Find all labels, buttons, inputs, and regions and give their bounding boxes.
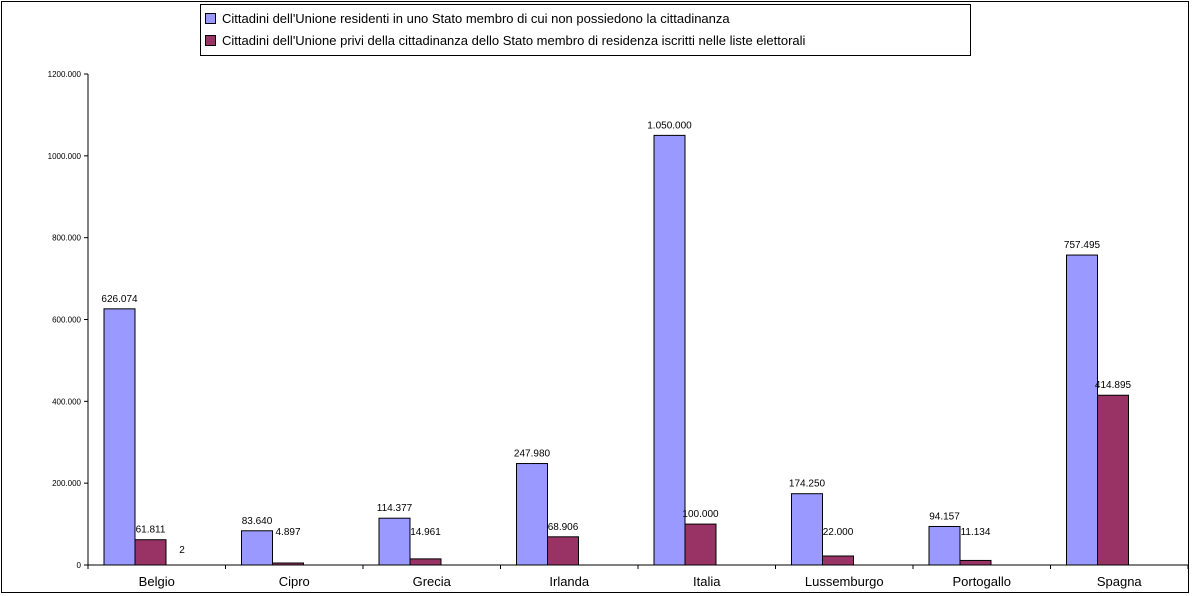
data-label-series-2: 22.000 <box>823 527 854 538</box>
x-category-label: Belgio <box>139 574 175 589</box>
data-label-series-1: 94.157 <box>929 511 960 522</box>
bar-series-1 <box>378 517 411 566</box>
bar-series-2 <box>822 555 854 566</box>
data-label-series-2: 68.906 <box>548 522 579 533</box>
x-category-label: Spagna <box>1097 574 1143 589</box>
legend-swatch-series-2 <box>205 34 216 46</box>
y-tick-label: 200.000 <box>52 479 81 488</box>
legend-item-series-1: Cittadini dell'Unione residenti in uno S… <box>205 7 970 29</box>
bar-series-1 <box>103 308 136 566</box>
bar-series-1 <box>928 525 961 566</box>
bar-series-1 <box>516 463 548 566</box>
data-label-series-1: 1.050.000 <box>647 120 692 131</box>
legend-item-series-2: Cittadini dell'Unione privi della cittad… <box>205 29 970 51</box>
data-label-series-2: 100.000 <box>682 509 719 520</box>
bar-series-2 <box>684 523 717 566</box>
data-label-series-1: 114.377 <box>377 503 413 514</box>
y-tick-label: 0 <box>77 561 82 570</box>
y-tick-label: 1000.000 <box>48 152 82 161</box>
bar-series-2 <box>409 558 442 566</box>
y-tick-label: 1200.000 <box>48 70 82 79</box>
bar-series-2 <box>959 559 992 566</box>
x-category-label: Grecia <box>413 574 452 589</box>
data-label-series-1: 83.640 <box>242 516 273 527</box>
y-tick-label: 800.000 <box>52 234 81 243</box>
x-category-label: Irlanda <box>549 574 590 589</box>
data-label-series-2: 61.811 <box>136 525 166 536</box>
x-category-label: Italia <box>693 574 721 589</box>
x-category-label: Cipro <box>279 574 310 589</box>
data-label-series-1: 757.495 <box>1064 240 1101 251</box>
legend-swatch-series-1 <box>205 12 216 24</box>
bar-series-1 <box>241 530 273 566</box>
data-label-series-1: 247.980 <box>514 449 551 460</box>
bar-series-1 <box>653 134 686 566</box>
y-tick-label: 400.000 <box>52 397 81 406</box>
legend-label-series-1: Cittadini dell'Unione residenti in uno S… <box>222 10 730 26</box>
data-label-series-2: 11.134 <box>961 527 991 538</box>
data-label-series-2: 14.961 <box>410 527 441 538</box>
data-label-series-1: 174.250 <box>789 479 826 490</box>
legend: Cittadini dell'Unione residenti in uno S… <box>200 4 971 56</box>
data-label-series-1: 626.074 <box>101 294 138 305</box>
bar-series-1 <box>791 493 823 566</box>
data-label-series-2: 4.897 <box>275 527 300 538</box>
bar-series-2 <box>1097 394 1129 566</box>
data-label-series-2: 414.895 <box>1095 380 1132 391</box>
bar-series-1 <box>1066 254 1098 566</box>
x-category-label: Lussemburgo <box>805 574 884 589</box>
legend-label-series-2: Cittadini dell'Unione privi della cittad… <box>222 32 806 48</box>
x-category-label: Portogallo <box>952 574 1011 589</box>
bar-series-2 <box>547 536 579 566</box>
y-tick-label: 600.000 <box>52 316 81 325</box>
annotation-label: 2 <box>179 545 185 556</box>
bar-series-2 <box>272 562 304 566</box>
bar-series-2 <box>134 539 167 566</box>
